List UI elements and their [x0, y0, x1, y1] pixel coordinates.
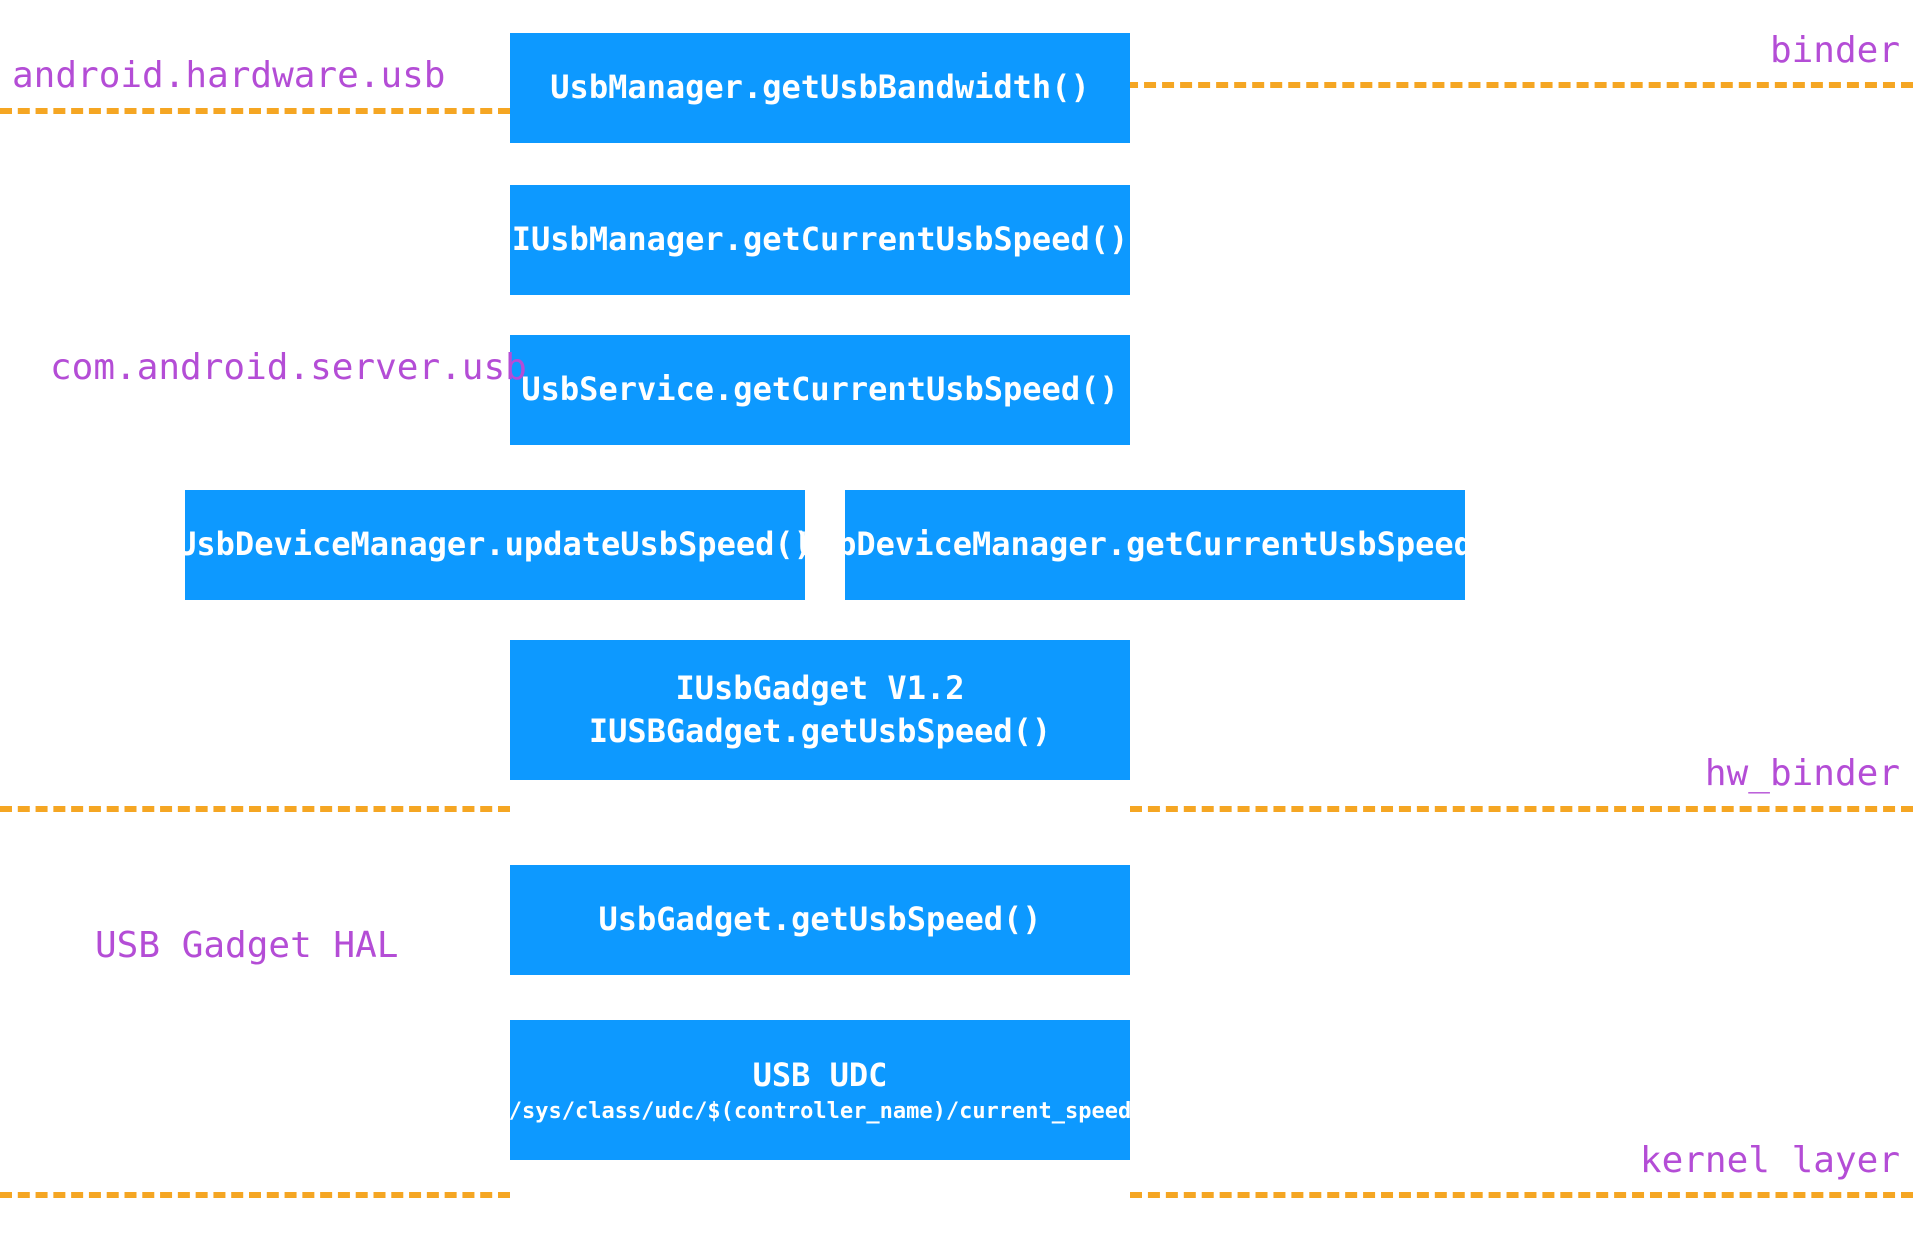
box-text: UsbDeviceManager.getCurrentUsbSpeed()	[799, 523, 1512, 566]
dash-kernel-left	[0, 1192, 510, 1198]
box-text: UsbGadget.getUsbSpeed()	[598, 898, 1041, 941]
box-usbservice-getcurrentusbspeed: UsbService.getCurrentUsbSpeed()	[510, 335, 1130, 445]
box-usbdevicemanager-getcurrentusbspeed: UsbDeviceManager.getCurrentUsbSpeed()	[845, 490, 1465, 600]
label-android-hardware-usb: android.hardware.usb	[12, 55, 445, 96]
box-iusbmanager-getcurrentusbspeed: IUsbManager.getCurrentUsbSpeed()	[510, 185, 1130, 295]
dash-hwbinder-right	[1130, 806, 1913, 812]
box-usb-udc: USB UDC /sys/class/udc/$(controller_name…	[510, 1020, 1130, 1160]
dash-binder-right	[1108, 82, 1913, 88]
label-binder: binder	[1770, 30, 1900, 71]
box-text: IUsbManager.getCurrentUsbSpeed()	[512, 218, 1129, 261]
dash-hwbinder-left	[0, 806, 510, 812]
box-usbmanager-getusbbandwidth: UsbManager.getUsbBandwidth()	[510, 33, 1130, 143]
box-text: UsbService.getCurrentUsbSpeed()	[521, 368, 1118, 411]
box-text-sub: /sys/class/udc/$(controller_name)/curren…	[509, 1097, 1132, 1127]
box-text: UsbManager.getUsbBandwidth()	[550, 66, 1089, 109]
dash-binder-left	[0, 108, 510, 114]
box-text-line2: IUSBGadget.getUsbSpeed()	[589, 710, 1051, 753]
box-text: UsbDeviceManager.updateUsbSpeed()	[177, 523, 813, 566]
box-usbgadget-getusbspeed: UsbGadget.getUsbSpeed()	[510, 865, 1130, 975]
diagram-canvas: UsbManager.getUsbBandwidth() IUsbManager…	[0, 0, 1913, 1243]
label-com-android-server-usb: com.android.server.usb	[50, 347, 527, 388]
box-usbdevicemanager-updateusbspeed: UsbDeviceManager.updateUsbSpeed()	[185, 490, 805, 600]
dash-kernel-right	[1130, 1192, 1913, 1198]
box-text-line1: IUsbGadget V1.2	[676, 667, 965, 710]
label-usb-gadget-hal: USB Gadget HAL	[95, 925, 398, 966]
label-hw-binder: hw_binder	[1705, 753, 1900, 794]
label-kernel-layer: kernel layer	[1640, 1140, 1900, 1181]
box-iusbgadget-v12: IUsbGadget V1.2 IUSBGadget.getUsbSpeed()	[510, 640, 1130, 780]
box-text-line1: USB UDC	[753, 1054, 888, 1097]
